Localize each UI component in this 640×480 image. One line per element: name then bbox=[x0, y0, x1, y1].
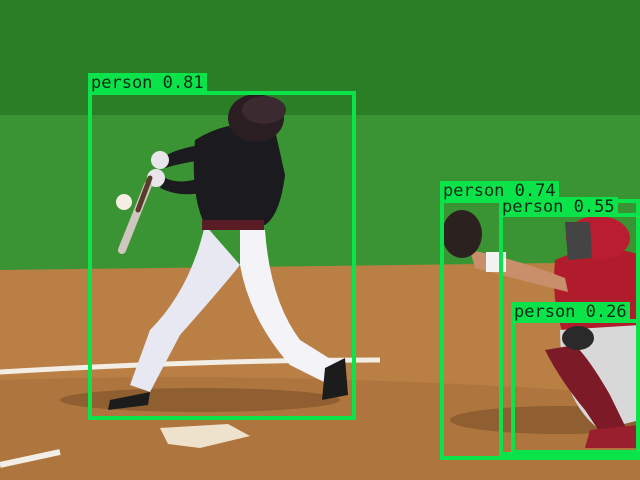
detection-label-catcher-partial: person 0.26 bbox=[511, 302, 630, 322]
chalk-line-2 bbox=[0, 449, 61, 468]
detection-box-batter bbox=[88, 91, 356, 420]
catcher-figure bbox=[442, 210, 640, 448]
detection-label-catcher: person 0.55 bbox=[499, 197, 618, 217]
grass-stripe-dark bbox=[0, 0, 640, 115]
detection-box-catcher-partial bbox=[511, 319, 640, 454]
batter-figure bbox=[108, 94, 348, 410]
dirt-shadow bbox=[0, 377, 640, 480]
detection-label-catcher-wide: person 0.74 bbox=[440, 181, 559, 201]
home-plate bbox=[160, 424, 250, 448]
detection-label-batter: person 0.81 bbox=[88, 73, 207, 93]
